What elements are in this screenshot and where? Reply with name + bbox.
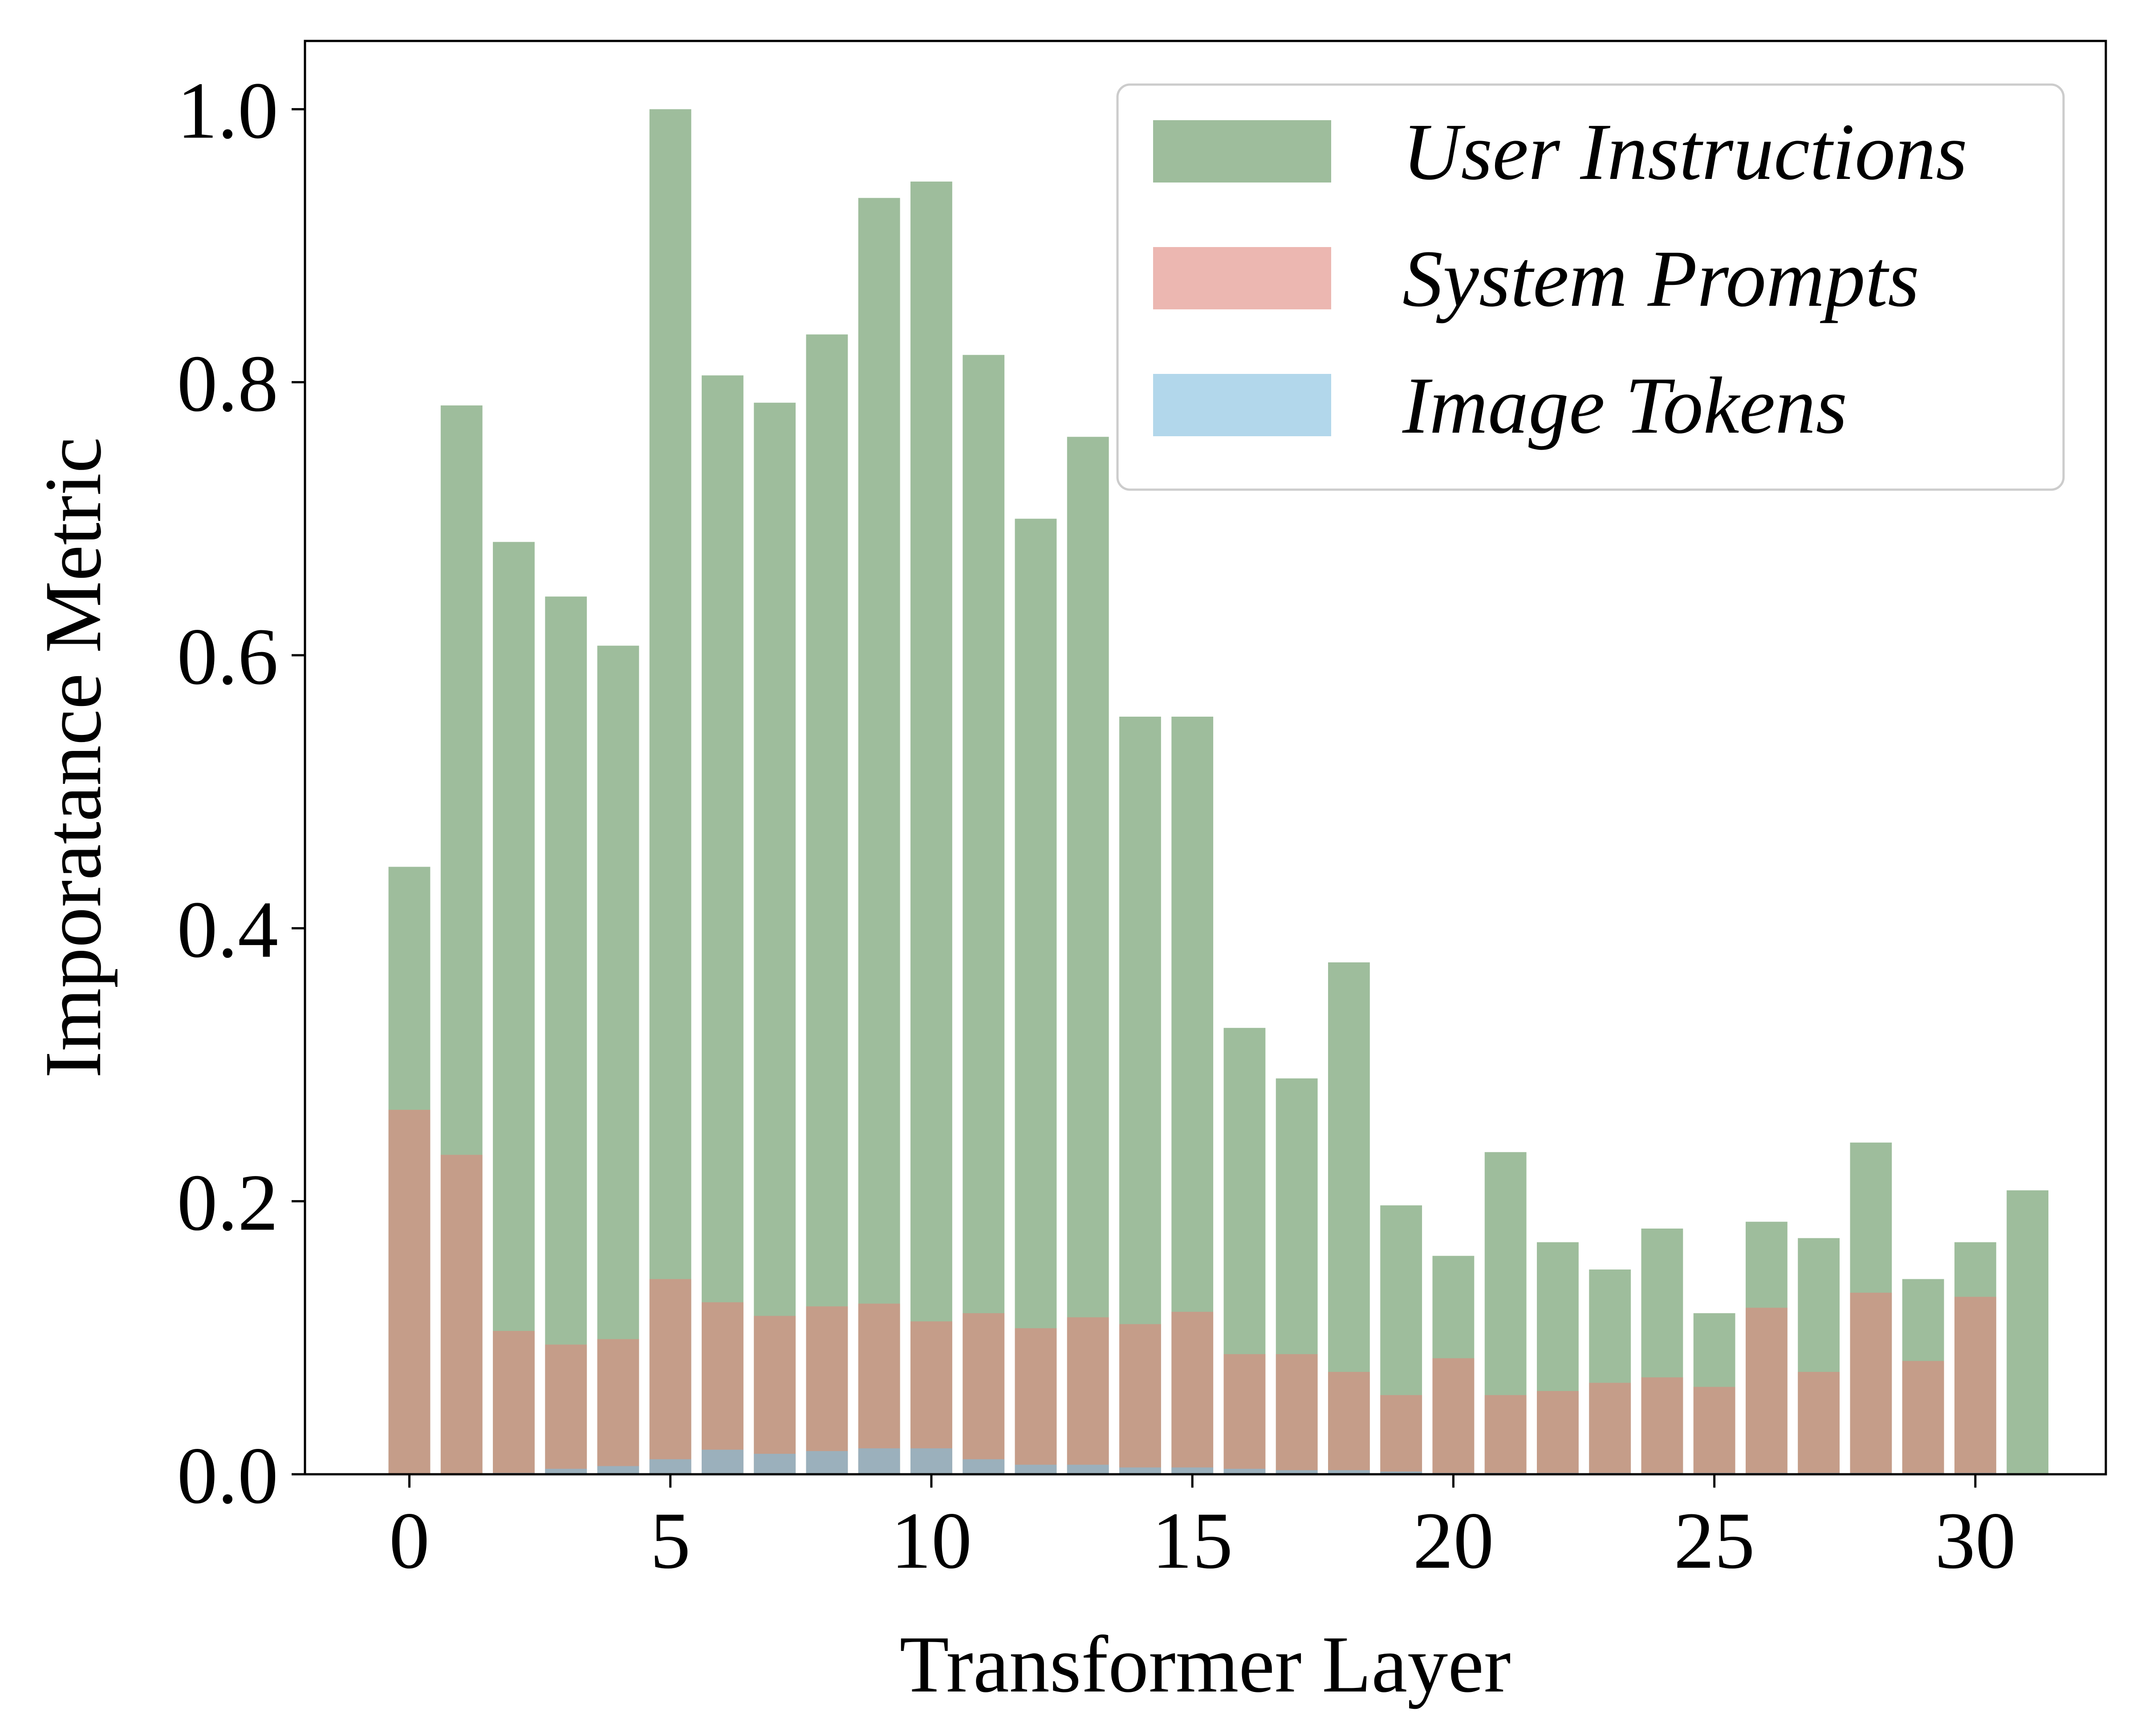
- series-image-tokens: [493, 1448, 1996, 1474]
- x-tick-label: 20: [1413, 1496, 1494, 1586]
- bar: [2007, 1190, 2049, 1474]
- legend: User Instructions System Prompts Image Tok…: [1116, 83, 2065, 491]
- bar: [545, 1344, 587, 1474]
- bar: [493, 542, 535, 1474]
- legend-label: Image Tokens: [1402, 361, 1847, 450]
- bar: [1015, 1328, 1057, 1474]
- x-axis: 0 5 10 15 20 25 30: [389, 1474, 2016, 1586]
- bar: [963, 1459, 1005, 1474]
- bar: [1015, 519, 1057, 1474]
- x-tick-label: 30: [1935, 1496, 2016, 1586]
- bar: [1276, 1470, 1318, 1474]
- bar: [754, 402, 796, 1474]
- legend-swatch: [1153, 247, 1331, 309]
- legend-label: User Instructions: [1402, 107, 1967, 197]
- bar: [806, 334, 848, 1475]
- bar: [702, 375, 743, 1475]
- bar: [649, 1459, 691, 1474]
- y-axis: 0.0 0.2 0.4 0.6 0.8 1.0: [177, 66, 305, 1521]
- bar: [1380, 1395, 1422, 1474]
- series-system-prompts: [388, 1110, 1996, 1474]
- y-tick-label: 0.0: [177, 1431, 279, 1521]
- bar: [1067, 1464, 1109, 1474]
- x-tick-label: 25: [1674, 1496, 1755, 1586]
- plot-frame: [304, 40, 2107, 1476]
- bar: [597, 1466, 639, 1474]
- bar: [1223, 1468, 1266, 1474]
- bar: [858, 1448, 900, 1474]
- bar: [649, 109, 691, 1475]
- bar: [1067, 437, 1109, 1475]
- bar: [545, 1468, 587, 1474]
- bar: [910, 1448, 952, 1474]
- y-axis-label: Imporatance Metric: [28, 437, 118, 1078]
- bar: [1484, 1395, 1527, 1474]
- bar: [649, 1279, 691, 1474]
- x-tick-label: 15: [1152, 1496, 1233, 1586]
- bar: [1954, 1297, 1996, 1474]
- bar: [1223, 1354, 1266, 1474]
- x-tick-label: 5: [650, 1496, 691, 1586]
- bar: [754, 1316, 796, 1474]
- legend-label: System Prompts: [1402, 234, 1919, 324]
- bar: [493, 1331, 535, 1474]
- legend-entries: User Instructions System Prompts Image Tok…: [1153, 107, 1967, 450]
- bar: [388, 1110, 431, 1474]
- bar: [910, 181, 952, 1474]
- y-tick-label: 1.0: [177, 66, 279, 155]
- bar: [597, 645, 639, 1474]
- bar: [754, 1454, 796, 1474]
- bar: [1119, 1467, 1161, 1474]
- x-tick-label: 0: [389, 1496, 430, 1586]
- x-tick-label: 10: [891, 1496, 972, 1586]
- series-user-instructions: [388, 109, 2049, 1475]
- legend-swatch: [1153, 374, 1331, 436]
- bars-layer: [388, 109, 2049, 1475]
- bar: [858, 1303, 900, 1474]
- bar: [806, 1306, 848, 1474]
- bar: [1537, 1391, 1579, 1474]
- bar: [702, 1302, 743, 1474]
- bar: [1171, 1467, 1214, 1474]
- y-tick-label: 0.8: [177, 339, 279, 429]
- bar: [806, 1451, 848, 1474]
- bar: [597, 1339, 639, 1474]
- bar: [1119, 1324, 1161, 1474]
- y-tick-label: 0.4: [177, 885, 279, 974]
- bar: [1276, 1354, 1318, 1474]
- y-tick-label: 0.2: [177, 1158, 279, 1248]
- bar: [1798, 1372, 1840, 1474]
- bar: [858, 198, 900, 1474]
- bar: [1746, 1307, 1788, 1474]
- bar: [1902, 1361, 1944, 1474]
- bar: [1380, 1471, 1422, 1474]
- bar: [1171, 1312, 1214, 1474]
- bar: [545, 596, 587, 1474]
- bar: [1328, 1372, 1370, 1474]
- bar: [440, 1155, 483, 1474]
- bar: [1693, 1387, 1735, 1474]
- bar: [1067, 1317, 1109, 1474]
- x-axis-label: Transformer Layer: [900, 1620, 1511, 1709]
- bar: [963, 1313, 1005, 1474]
- bar: [1850, 1293, 1892, 1474]
- legend-swatch: [1153, 120, 1331, 183]
- bar: [963, 355, 1005, 1475]
- legend-frame: [1116, 83, 2065, 491]
- y-tick-label: 0.6: [177, 612, 279, 702]
- bar: [702, 1449, 743, 1474]
- bar: [1641, 1377, 1683, 1474]
- bar: [1328, 1470, 1370, 1474]
- bar: [1015, 1464, 1057, 1474]
- bar: [1432, 1358, 1475, 1474]
- bar: [1589, 1383, 1631, 1474]
